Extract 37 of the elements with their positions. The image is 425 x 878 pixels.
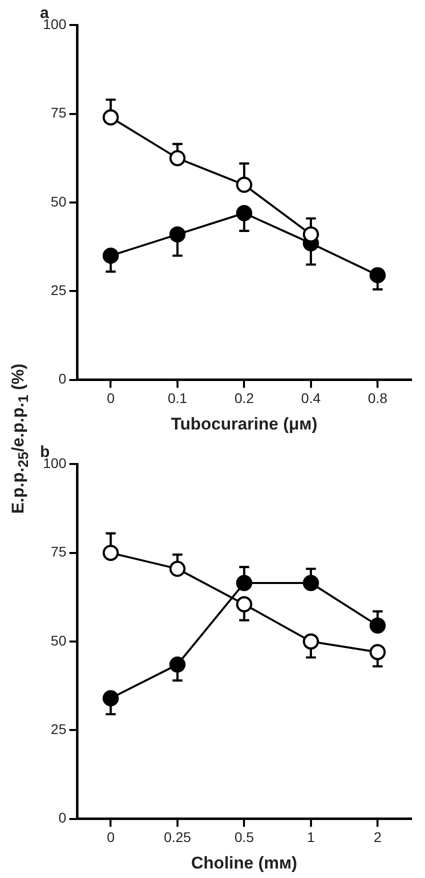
x-tick-label: 0.2 bbox=[234, 390, 254, 406]
point bbox=[102, 690, 119, 706]
point bbox=[169, 150, 186, 166]
y-tick-label: 0 bbox=[58, 370, 67, 387]
x-tick-label: 1 bbox=[307, 829, 316, 846]
point bbox=[236, 205, 252, 222]
point bbox=[102, 544, 119, 561]
x-tick-label: 0.5 bbox=[234, 829, 254, 846]
x-tick-label: 2 bbox=[374, 829, 382, 846]
point bbox=[236, 596, 252, 612]
x-tick-label: 0.4 bbox=[301, 390, 321, 406]
x-axis-title: Choline (mᴍ) bbox=[191, 853, 298, 872]
point bbox=[370, 644, 386, 660]
point bbox=[102, 109, 119, 126]
y-tick-label: 25 bbox=[50, 721, 67, 738]
point bbox=[236, 574, 252, 592]
point bbox=[169, 656, 186, 673]
point bbox=[169, 226, 186, 243]
x-tick-label: 0.8 bbox=[368, 390, 388, 406]
point bbox=[370, 617, 386, 634]
y-tick-label: 25 bbox=[50, 282, 67, 298]
point bbox=[370, 267, 386, 284]
x-tick-label: 0 bbox=[106, 829, 115, 846]
y-tick-label: 0 bbox=[58, 810, 67, 826]
y-tick-label: 75 bbox=[50, 104, 67, 121]
point bbox=[302, 574, 320, 592]
y-tick-label: 50 bbox=[50, 632, 67, 648]
point bbox=[102, 248, 119, 264]
x-tick-label: 0.25 bbox=[164, 829, 192, 846]
x-axis-title: Tubocurarine (μᴍ) bbox=[170, 414, 318, 434]
y-tick-label: 75 bbox=[50, 544, 67, 560]
x-tick-label: 0 bbox=[106, 390, 115, 406]
point bbox=[236, 176, 252, 193]
y-tick-label: 50 bbox=[50, 193, 67, 210]
point bbox=[302, 633, 320, 650]
x-tick-label: 0.1 bbox=[168, 390, 188, 406]
point bbox=[169, 560, 186, 577]
